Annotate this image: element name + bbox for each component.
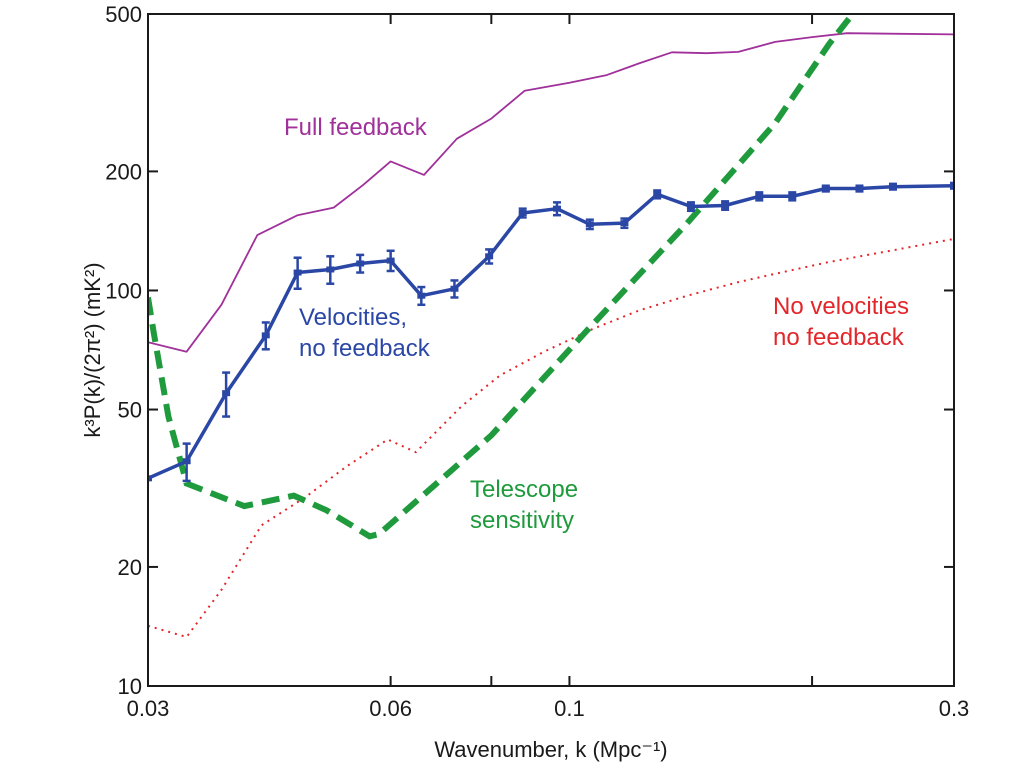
data-point <box>653 191 662 198</box>
data-point <box>755 193 764 200</box>
data-point <box>293 269 302 276</box>
data-point <box>585 221 594 228</box>
series-line-full-feedback <box>148 32 954 353</box>
axis-ticks <box>147 13 955 687</box>
series-layer <box>148 14 954 638</box>
plot-frame <box>147 13 955 687</box>
data-point <box>417 292 426 299</box>
data-point <box>261 332 270 339</box>
series-line-telescope-sensitivity <box>148 14 857 540</box>
data-point <box>386 257 395 264</box>
tick-labels: 10 20 50 100 200 500 0.03 0.06 0.1 0.3 <box>105 2 969 721</box>
data-point <box>686 203 695 210</box>
data-point <box>148 475 152 482</box>
data-point <box>450 285 459 292</box>
data-point <box>788 193 797 200</box>
series-line-velocities-no-feedback <box>148 183 954 480</box>
annotation-telescope-line2: sensitivity <box>470 507 574 534</box>
data-point <box>620 220 629 227</box>
data-point <box>326 266 335 273</box>
y-axis-label: k³P(k)/(2π²) (mK²) <box>80 262 105 437</box>
data-point <box>888 183 897 190</box>
x-tick-label: 0.06 <box>369 696 412 721</box>
y-tick-label: 10 <box>118 674 142 699</box>
annotation-telescope-line1: Telescope <box>470 476 578 503</box>
annotation-velocities-line1: Velocities, <box>299 304 407 331</box>
annotation-full-feedback: Full feedback <box>284 114 428 141</box>
y-tick-label: 200 <box>105 159 142 184</box>
annotation-no-velocities-line1: No velocities <box>773 293 909 320</box>
data-point <box>518 209 527 216</box>
data-point <box>721 202 730 209</box>
data-point <box>855 185 864 192</box>
x-tick-label: 0.3 <box>939 696 970 721</box>
x-axis-label: Wavenumber, k (Mpc⁻¹) <box>434 737 667 762</box>
data-point <box>950 182 954 189</box>
y-tick-label: 20 <box>118 555 142 580</box>
data-point <box>552 205 561 212</box>
data-point <box>182 458 191 465</box>
x-tick-label: 0.1 <box>554 696 585 721</box>
data-point <box>356 260 365 267</box>
data-point <box>485 253 494 260</box>
annotation-no-velocities-line2: no feedback <box>773 324 905 351</box>
y-tick-label: 500 <box>105 2 142 27</box>
data-point <box>821 185 830 192</box>
annotation-velocities-line2: no feedback <box>299 335 431 362</box>
y-tick-label: 50 <box>118 398 142 423</box>
data-point <box>222 390 231 397</box>
x-tick-label: 0.03 <box>127 696 170 721</box>
y-tick-label: 100 <box>105 278 142 303</box>
